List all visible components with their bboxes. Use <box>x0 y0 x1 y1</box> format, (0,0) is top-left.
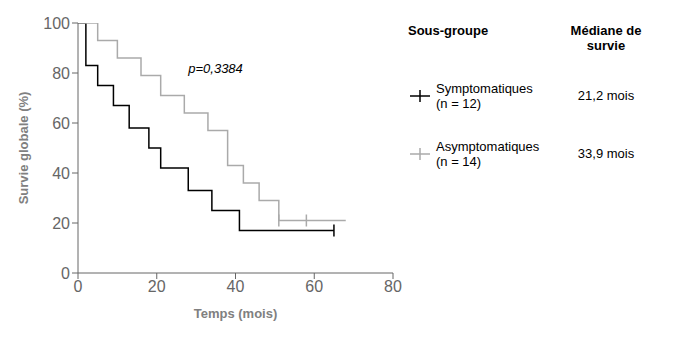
svg-text:Survie globale (%): Survie globale (%) <box>16 92 31 205</box>
svg-text:40: 40 <box>52 165 70 182</box>
svg-text:80: 80 <box>52 65 70 82</box>
html-text:Médiane de survie: Médiane de survie <box>570 23 642 53</box>
svg-text:40: 40 <box>227 278 245 295</box>
svg-text:60: 60 <box>52 115 70 132</box>
svg-text:p=0,3384: p=0,3384 <box>187 61 243 76</box>
svg-text:20: 20 <box>148 278 166 295</box>
html-text:21,2 mois: 21,2 mois <box>577 88 635 103</box>
html-text:33,9 mois: 33,9 mois <box>577 146 635 161</box>
svg-text:100: 100 <box>43 15 70 32</box>
html-text:Symptomatiques (n = 12): Symptomatiques (n = 12) <box>436 81 533 111</box>
svg-text:0: 0 <box>61 265 70 282</box>
svg-text:20: 20 <box>52 215 70 232</box>
svg-text:80: 80 <box>384 278 402 295</box>
svg-text:60: 60 <box>305 278 323 295</box>
html-text:Sous-groupe: Sous-groupe <box>408 23 489 38</box>
svg-text:0: 0 <box>74 278 83 295</box>
svg-text:Temps (mois): Temps (mois) <box>194 306 278 321</box>
html-text:Asymptomatiques (n = 14): Asymptomatiques (n = 14) <box>436 139 540 169</box>
